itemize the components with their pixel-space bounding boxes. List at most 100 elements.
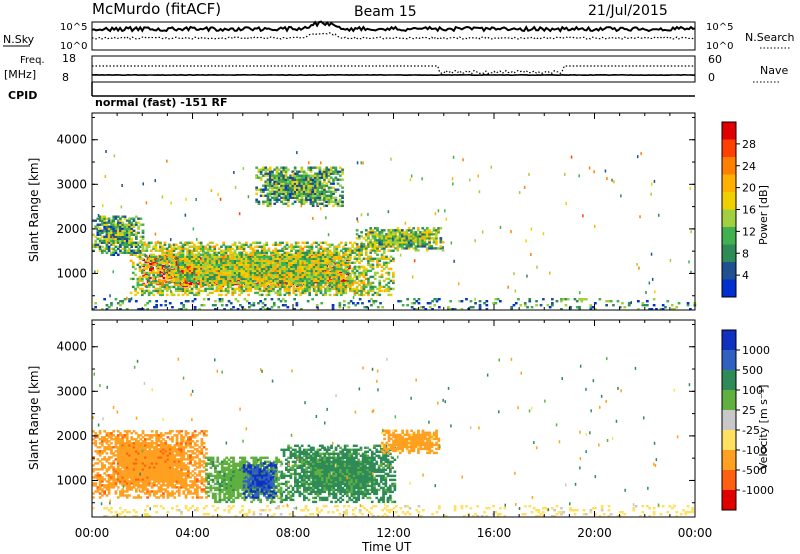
heatmap-cell [107, 241, 111, 244]
heatmap-cell [186, 251, 189, 254]
heatmap-cell [373, 251, 377, 254]
heatmap-cell [135, 233, 138, 236]
heatmap-cell [135, 231, 138, 234]
heatmap-cell [285, 241, 289, 244]
heatmap-cell [217, 265, 221, 269]
heatmap-cell [186, 293, 189, 297]
heatmap-cell [356, 161, 359, 165]
heatmap-cell [650, 192, 652, 196]
heatmap-cell [247, 273, 250, 277]
heatmap-cell [112, 468, 116, 471]
heatmap-cell [314, 192, 317, 195]
heatmap-cell [340, 255, 343, 258]
heatmap-cell [233, 257, 237, 260]
heatmap-cell [274, 283, 278, 287]
heatmap-cell [309, 200, 313, 203]
heatmap-cell [594, 308, 597, 311]
heatmap-cell [105, 446, 109, 449]
heatmap-cell [344, 287, 348, 291]
heatmap-cell [112, 237, 116, 240]
heatmap-cell [265, 263, 269, 266]
heatmap-cell [211, 291, 214, 295]
heatmap-cell [98, 247, 102, 250]
heatmap-cell [580, 300, 584, 303]
heatmap-cell [469, 178, 471, 182]
heatmap-cell [217, 285, 221, 289]
heatmap-cell [181, 283, 185, 287]
heatmap-cell [333, 245, 336, 248]
heatmap-cell [163, 261, 167, 264]
heatmap-cell [128, 247, 131, 250]
heatmap-cell [264, 166, 268, 169]
heatmap-cell [257, 200, 261, 203]
heatmap-cell [342, 287, 345, 291]
heatmap-cell [202, 267, 205, 271]
heatmap-cell [637, 308, 640, 311]
heatmap-cell [240, 259, 244, 262]
heatmap-cell [229, 271, 232, 275]
heatmap-cell [249, 271, 253, 275]
heatmap-cell [324, 279, 327, 283]
heatmap-cell [387, 281, 391, 285]
heatmap-cell [305, 176, 308, 179]
heatmap-cell [298, 170, 301, 173]
heatmap-cell [159, 267, 162, 271]
heatmap-cell [310, 281, 314, 285]
heatmap-cell [141, 287, 144, 291]
heatmap-cell [369, 251, 373, 254]
heatmap-cell [284, 300, 287, 303]
heatmap-cell [337, 279, 341, 283]
heatmap-cell [257, 170, 261, 173]
heatmap-cell [310, 285, 314, 289]
heatmap-cell [98, 454, 102, 457]
heatmap-cell [298, 200, 301, 203]
heatmap-cell [294, 281, 298, 285]
heatmap-cell [199, 285, 203, 289]
heatmap-cell [174, 287, 178, 291]
heatmap-cell [217, 277, 221, 281]
heatmap-cell [380, 237, 384, 240]
heatmap-cell [294, 271, 298, 275]
heatmap-cell [267, 275, 271, 279]
heatmap-cell [499, 300, 502, 303]
heatmap-cell [344, 247, 348, 250]
heatmap-cell [170, 269, 174, 273]
heatmap-cell [181, 289, 185, 293]
heatmap-cell [280, 182, 283, 185]
heatmap-cell [258, 281, 262, 285]
heatmap-cell [274, 279, 278, 283]
heatmap-cell [195, 255, 198, 258]
heatmap-cell [360, 161, 362, 165]
heatmap-cell [141, 269, 144, 273]
heatmap-cell [139, 241, 143, 244]
heatmap-cell [346, 261, 350, 264]
heatmap-cell [184, 287, 187, 291]
heatmap-cell [260, 273, 264, 277]
heatmap-cell [213, 279, 217, 283]
heatmap-cell [224, 259, 228, 262]
heatmap-cell [282, 190, 286, 193]
heatmap-cell [314, 174, 317, 177]
heatmap-cell [105, 452, 109, 455]
nsky-series [91, 20, 696, 33]
heatmap-cell [316, 174, 320, 177]
heatmap-cell [121, 237, 125, 240]
heatmap-cell [364, 291, 368, 295]
heatmap-cell [281, 271, 284, 275]
heatmap-cell [224, 267, 228, 271]
heatmap-cell [318, 182, 322, 185]
heatmap-cell [251, 285, 255, 289]
colorbar-tick-label: 12 [742, 225, 756, 238]
heatmap-cell [195, 287, 198, 291]
heatmap-cell [240, 265, 244, 269]
heatmap-cell [174, 265, 178, 269]
heatmap-cell [349, 253, 352, 256]
y-tick-label: 1000 [56, 266, 87, 280]
heatmap-cell [163, 283, 167, 287]
heatmap-cell [256, 263, 259, 266]
heatmap-cell [263, 251, 266, 254]
heatmap-cell [190, 279, 194, 283]
heatmap-cell [184, 241, 187, 244]
heatmap-cell [107, 468, 111, 471]
heatmap-cell [276, 271, 280, 275]
